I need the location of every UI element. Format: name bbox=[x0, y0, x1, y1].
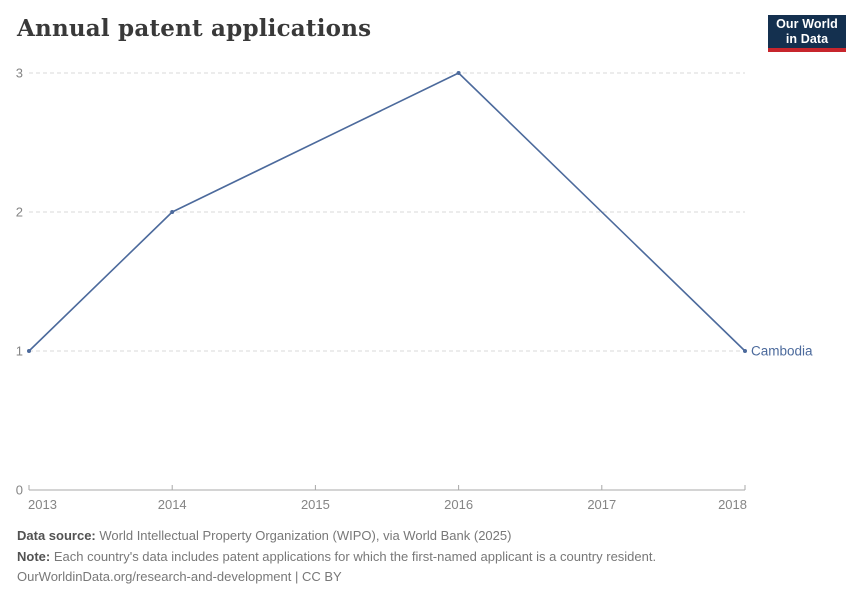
data-point[interactable] bbox=[27, 349, 31, 353]
x-tick-label: 2018 bbox=[718, 497, 747, 512]
note-label: Note: bbox=[17, 548, 51, 564]
y-tick-label: 1 bbox=[16, 344, 23, 359]
y-tick-label: 0 bbox=[16, 483, 23, 498]
entity-label[interactable]: Cambodia bbox=[751, 344, 813, 359]
owid-logo-line2: in Data bbox=[785, 31, 829, 46]
data-source-text: World Intellectual Property Organization… bbox=[99, 528, 512, 543]
series-line[interactable] bbox=[28, 72, 746, 352]
data-source-line: Data source: World Intellectual Property… bbox=[17, 526, 833, 547]
owid-logo[interactable]: Our World in Data bbox=[768, 15, 846, 52]
gridlines bbox=[29, 72, 745, 491]
x-tick-label: 2013 bbox=[28, 497, 57, 512]
note-line: Note: Each country's data includes paten… bbox=[17, 547, 833, 568]
data-point[interactable] bbox=[456, 71, 461, 75]
x-tick-label: 2017 bbox=[587, 497, 616, 512]
data-point[interactable] bbox=[170, 210, 175, 214]
x-tick-label: 2014 bbox=[158, 497, 187, 512]
data-source-label: Data source: bbox=[17, 528, 96, 543]
y-tick-label: 2 bbox=[16, 205, 23, 220]
series-cambodia[interactable]: Cambodia bbox=[27, 71, 813, 359]
owid-logo-line1: Our World bbox=[776, 17, 838, 31]
note-text: Each country's data includes patent appl… bbox=[53, 548, 657, 564]
x-tick-label: 2016 bbox=[444, 497, 473, 512]
license-line: OurWorldinData.org/research-and-developm… bbox=[17, 567, 833, 588]
chart-footer: Data source: World Intellectual Property… bbox=[17, 526, 833, 588]
y-axis-labels: 0 1 2 3 bbox=[16, 66, 23, 498]
data-point[interactable] bbox=[743, 349, 747, 353]
y-tick-label: 3 bbox=[16, 66, 23, 81]
license-link[interactable]: OurWorldinData.org/research-and-developm… bbox=[17, 569, 342, 584]
x-axis: 2013 2014 2015 2016 2017 2018 bbox=[28, 485, 747, 512]
x-tick-label: 2015 bbox=[301, 497, 330, 512]
page-title: Annual patent applications bbox=[17, 15, 372, 42]
